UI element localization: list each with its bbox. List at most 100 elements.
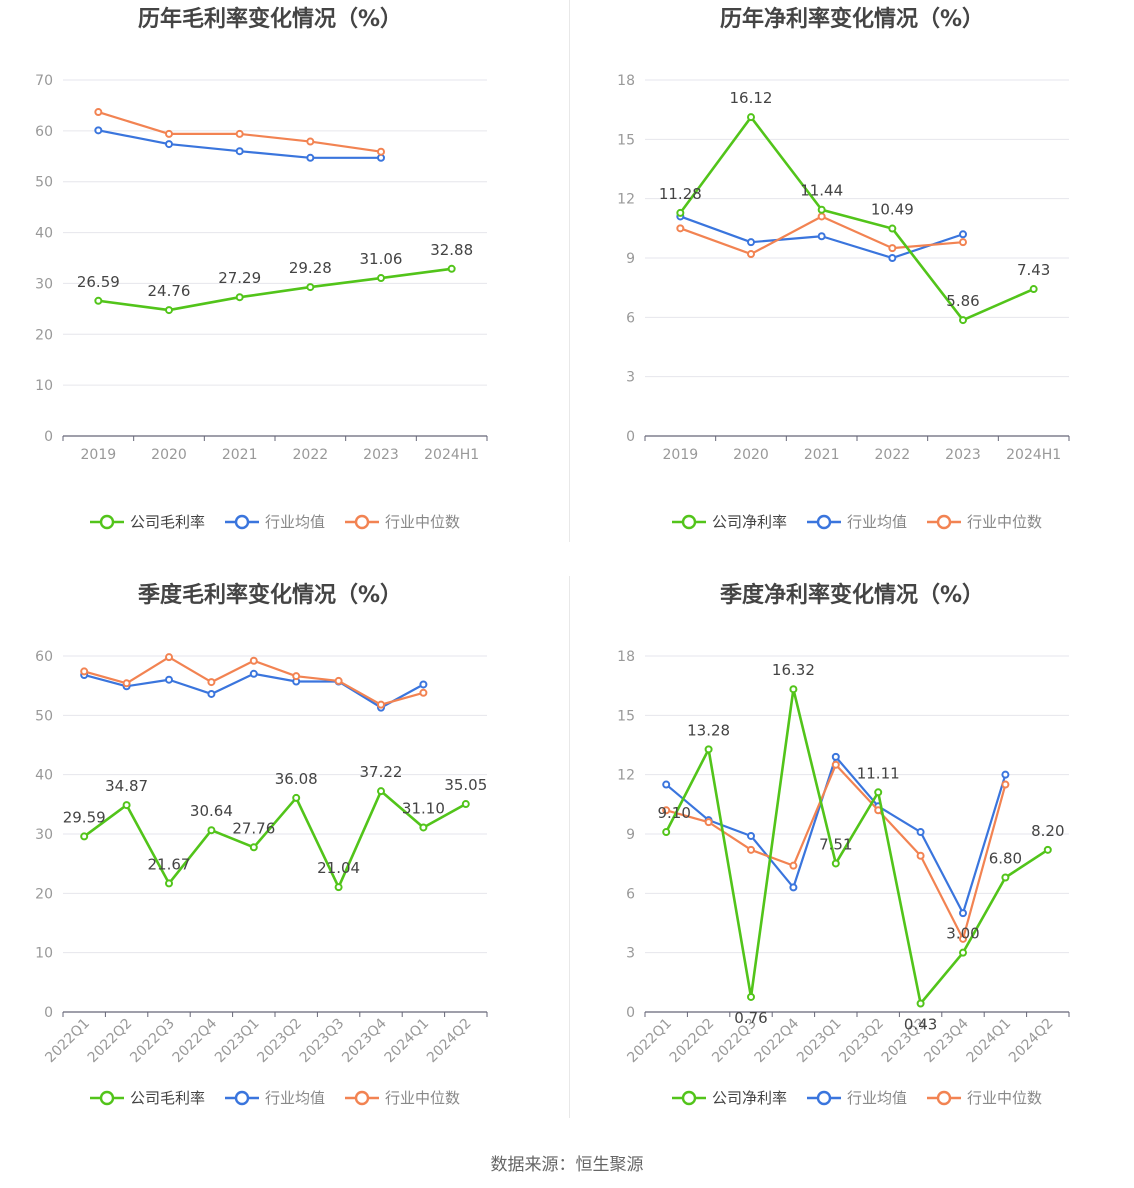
chart-quarterly-gross-margin: 季度毛利率变化情况（%）01020304050602022Q12022Q2202… [35,582,488,1107]
data-point-avg [165,675,173,684]
data-label: 34.87 [105,777,148,795]
data-point-company [1029,285,1038,294]
x-tick-label: 2024Q1 [382,1016,433,1067]
y-tick-label: 15 [617,708,635,724]
data-point-avg [831,752,840,761]
legend-swatch-marker [681,514,697,530]
data-label: 0.43 [904,1015,937,1033]
chart-title: 季度净利率变化情况（%） [720,582,984,608]
chart-title: 历年毛利率变化情况（%） [138,6,402,32]
chart-quarterly-net-margin: 季度净利率变化情况（%）03691215182022Q12022Q22022Q3… [617,582,1070,1107]
x-tick-label: 2023Q2 [254,1016,305,1067]
y-tick-label: 9 [626,251,635,267]
data-point-median [419,688,428,697]
x-tick-label: 2024Q2 [424,1016,475,1067]
data-point-median [831,760,840,769]
legend-item-avg[interactable]: 行业均值 [807,1089,907,1107]
legend-swatch-marker [936,1090,952,1106]
data-point-company [916,999,925,1008]
data-point-company [831,859,840,868]
data-source-note: 数据来源：恒生聚源 [490,1155,644,1175]
y-tick-label: 40 [35,226,53,242]
data-point-company [249,843,258,852]
x-tick-label: 2023Q1 [212,1016,263,1067]
column-divider-bottom [569,576,570,1118]
legend-item-company[interactable]: 公司净利率 [672,513,787,531]
legend-item-avg[interactable]: 行业均值 [807,513,907,531]
data-label: 11.44 [800,182,843,200]
data-point-company [874,788,883,797]
data-point-company [1043,845,1052,854]
x-tick-label: 2021 [804,447,840,463]
y-tick-label: 50 [35,708,53,724]
x-tick-label: 2023Q2 [836,1016,887,1067]
legend-item-avg[interactable]: 行业均值 [225,513,325,531]
data-label: 9.10 [657,804,690,822]
data-point-company [306,283,315,292]
y-tick-label: 20 [35,327,53,343]
legend-label: 公司净利率 [712,1089,787,1107]
data-point-avg [817,232,826,241]
data-point-avg [235,147,244,156]
data-label: 32.88 [430,241,473,259]
data-point-avg [662,780,671,789]
x-tick-label: 2023Q1 [794,1016,845,1067]
x-tick-label: 2024H1 [424,447,479,463]
legend-item-company[interactable]: 公司毛利率 [90,1089,205,1107]
data-point-company [377,274,385,283]
x-tick-label: 2023 [363,447,399,463]
data-point-avg [306,153,315,162]
legend-label: 行业均值 [847,513,907,531]
x-tick-label: 2022Q1 [42,1016,93,1067]
data-point-median [959,934,967,943]
data-label: 31.10 [402,799,445,817]
data-point-company [377,787,385,796]
data-label: 26.59 [77,273,120,291]
data-label: 16.12 [730,89,773,107]
data-label: 8.20 [1031,822,1064,840]
legend-item-median[interactable]: 行业中位数 [345,513,460,531]
data-label: 13.28 [687,721,730,739]
data-point-avg [747,831,755,840]
data-point-median [888,244,897,253]
legend-label: 公司毛利率 [130,513,205,531]
x-tick-label: 2023 [945,447,981,463]
legend-swatch-marker [936,514,952,530]
y-tick-label: 9 [626,827,635,843]
data-point-company [888,224,897,233]
legend-item-median[interactable]: 行业中位数 [345,1089,460,1107]
data-label: 6.80 [989,850,1022,868]
x-tick-label: 2019 [81,447,117,463]
data-point-median [704,818,713,827]
data-label: 31.06 [360,250,403,268]
data-point-median [94,108,103,117]
legend-item-company[interactable]: 公司毛利率 [90,513,205,531]
data-point-median [122,679,131,688]
legend-item-avg[interactable]: 行业均值 [225,1089,325,1107]
data-point-company [747,113,755,122]
data-point-company [676,208,685,217]
legend-swatch-marker [234,1090,250,1106]
x-tick-label: 2022 [293,447,329,463]
y-tick-label: 20 [35,886,53,902]
data-label: 29.28 [289,259,332,277]
data-label: 21.67 [148,855,191,873]
data-label: 35.05 [444,776,487,794]
legend-item-company[interactable]: 公司净利率 [672,1089,787,1107]
legend-item-median[interactable]: 行业中位数 [927,1089,1042,1107]
series-line-company [83,789,467,889]
data-point-avg [377,153,385,162]
y-tick-label: 60 [35,124,53,140]
data-point-company [165,879,173,888]
data-label: 21.04 [317,859,360,877]
data-point-company [80,832,89,841]
data-point-company [207,826,216,835]
legend-item-median[interactable]: 行业中位数 [927,513,1042,531]
data-point-median [747,845,755,854]
data-label: 0.76 [734,1009,767,1027]
data-point-avg [888,254,897,262]
legend-label: 行业中位数 [967,513,1042,531]
x-tick-label: 2022Q3 [127,1016,178,1067]
data-label: 27.76 [232,819,275,837]
y-tick-label: 10 [35,946,53,962]
